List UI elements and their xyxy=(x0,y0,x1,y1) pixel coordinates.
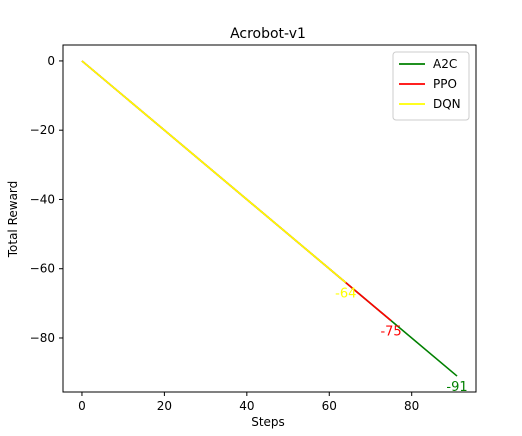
series-layer xyxy=(81,60,458,377)
legend-label-a2c: A2C xyxy=(433,57,457,71)
legend-label-dqn: DQN xyxy=(433,97,461,111)
y-tick-label: −40 xyxy=(30,192,55,206)
legend: A2C PPO DQN xyxy=(392,51,470,121)
chart-title: Acrobot-v1 xyxy=(230,26,306,42)
end-label-a2c: -91 xyxy=(446,380,467,395)
y-tick-label: −20 xyxy=(30,123,55,137)
x-axis-label: Steps xyxy=(251,415,285,429)
y-tick-label: 0 xyxy=(47,54,55,68)
x-tick-label: 40 xyxy=(239,399,254,413)
x-tick-label: 20 xyxy=(157,399,172,413)
end-label-dqn: -64 xyxy=(335,287,356,302)
y-tick-label: −80 xyxy=(30,331,55,345)
series-line-dqn xyxy=(81,60,347,284)
end-label-ppo: -75 xyxy=(380,325,401,340)
x-tick-label: 80 xyxy=(404,399,419,413)
plot-frame xyxy=(62,44,477,393)
y-axis-ticks: 0 −20 −40 −60 −80 xyxy=(30,54,63,345)
end-labels-layer: -91 -75 -64 xyxy=(335,287,468,396)
legend-box xyxy=(392,51,470,121)
x-tick-label: 60 xyxy=(322,399,337,413)
y-axis-label: Total Reward xyxy=(6,181,20,259)
y-tick-label: −60 xyxy=(30,262,55,276)
x-axis-ticks: 0 20 40 60 80 xyxy=(78,392,419,413)
legend-label-ppo: PPO xyxy=(433,77,457,91)
x-tick-label: 0 xyxy=(78,399,86,413)
